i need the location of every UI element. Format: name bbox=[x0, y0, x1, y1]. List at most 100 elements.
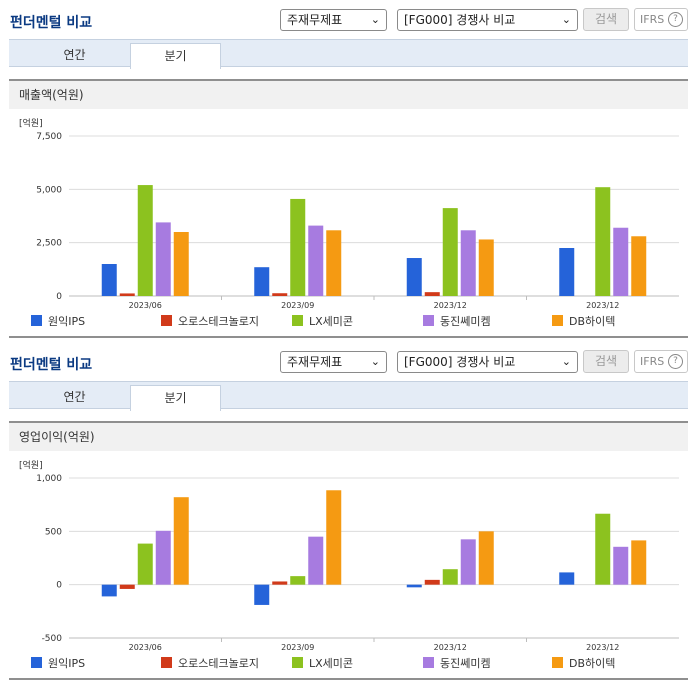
legend-swatch bbox=[423, 657, 434, 668]
ifrs-label: IFRS bbox=[640, 13, 665, 26]
bar bbox=[631, 540, 647, 585]
operating-profit-chart-svg: [억원] -500 0 500 1,000 2023/06 2023/09 2023/12 20… bbox=[19, 459, 679, 670]
revenue-chart: [억원] 0 2,500 5,000 7,500 2023/06 2023/09 2023/1… bbox=[9, 110, 688, 336]
bar bbox=[442, 208, 458, 296]
revenue-chart-svg: [억원] 0 2,500 5,000 7,500 2023/06 2023/09 2023/1… bbox=[19, 117, 679, 328]
legend-label: 동진쎄미켐 bbox=[440, 315, 491, 328]
x-tick-label: 2023/12 bbox=[586, 301, 619, 310]
bar bbox=[424, 579, 440, 585]
bar bbox=[559, 572, 575, 585]
legend-swatch bbox=[552, 315, 563, 326]
legend-swatch bbox=[423, 315, 434, 326]
legend-label: DB하이텍 bbox=[569, 656, 615, 670]
search-button[interactable]: 검색 bbox=[583, 8, 629, 31]
compare-group-select[interactable]: [FG000] 경쟁사 비교 ⌄ bbox=[397, 9, 578, 31]
bar bbox=[254, 584, 270, 605]
legend-label: 오로스테크놀로지 bbox=[178, 315, 259, 328]
legend-label: LX세미콘 bbox=[309, 657, 353, 670]
help-icon[interactable]: ? bbox=[668, 354, 683, 369]
bar bbox=[460, 539, 476, 585]
bar bbox=[290, 198, 306, 296]
help-icon[interactable]: ? bbox=[668, 12, 683, 27]
bar bbox=[272, 581, 288, 585]
legend-swatch bbox=[161, 315, 172, 326]
y-tick-label: 5,000 bbox=[36, 185, 62, 195]
bar bbox=[406, 258, 422, 296]
bar bbox=[613, 546, 629, 585]
legend-swatch bbox=[161, 657, 172, 668]
bar bbox=[308, 536, 324, 585]
section-title: 매출액(억원) bbox=[9, 79, 688, 109]
y-tick-label: 7,500 bbox=[36, 132, 62, 142]
divider bbox=[9, 336, 688, 338]
bar bbox=[406, 584, 422, 588]
bar bbox=[119, 584, 135, 589]
unit-label: [억원] bbox=[19, 117, 43, 129]
bar bbox=[254, 267, 270, 296]
chevron-down-icon: ⌄ bbox=[370, 355, 380, 368]
chevron-down-icon: ⌄ bbox=[561, 13, 571, 26]
y-tick-label: 2,500 bbox=[36, 239, 62, 249]
ifrs-label: IFRS bbox=[640, 355, 665, 368]
bar bbox=[631, 236, 647, 296]
compare-group-select[interactable]: [FG000] 경쟁사 비교 ⌄ bbox=[397, 351, 578, 373]
compare-group-value: [FG000] 경쟁사 비교 bbox=[404, 355, 516, 369]
x-tick-label: 2023/06 bbox=[129, 643, 162, 652]
statement-type-select[interactable]: 주재무제표 ⌄ bbox=[280, 9, 387, 31]
bar bbox=[137, 543, 153, 585]
period-tabs: 연간 분기 bbox=[9, 381, 688, 411]
panel-title: 펀더멘털 비교 bbox=[10, 357, 93, 373]
legend-label: 동진쎄미켐 bbox=[440, 657, 491, 670]
tab-annual[interactable]: 연간 bbox=[63, 48, 86, 62]
chevron-down-icon: ⌄ bbox=[561, 355, 571, 368]
search-button[interactable]: 검색 bbox=[583, 350, 629, 373]
bar bbox=[173, 232, 189, 296]
bar bbox=[460, 230, 476, 296]
legend-label: 오로스테크놀로지 bbox=[178, 657, 259, 670]
ifrs-button[interactable]: IFRS ? bbox=[634, 350, 688, 373]
tab-quarterly[interactable]: 분기 bbox=[130, 43, 221, 69]
x-tick-label: 2023/12 bbox=[434, 301, 467, 310]
chevron-down-icon: ⌄ bbox=[370, 13, 380, 26]
y-tick-label: 1,000 bbox=[36, 474, 62, 484]
legend-swatch bbox=[31, 315, 42, 326]
bar bbox=[595, 513, 611, 585]
divider bbox=[9, 678, 688, 680]
legend-swatch bbox=[31, 657, 42, 668]
tab-quarterly[interactable]: 분기 bbox=[130, 385, 221, 411]
x-tick-label: 2023/12 bbox=[586, 643, 619, 652]
statement-type-value: 주재무제표 bbox=[287, 355, 343, 369]
bar bbox=[137, 185, 153, 296]
statement-type-select[interactable]: 주재무제표 ⌄ bbox=[280, 351, 387, 373]
x-tick-label: 2023/12 bbox=[434, 643, 467, 652]
bar bbox=[155, 222, 171, 296]
bar bbox=[290, 576, 306, 585]
bar bbox=[613, 227, 629, 296]
bar bbox=[308, 225, 324, 296]
y-tick-label: 0 bbox=[56, 292, 62, 302]
x-tick-label: 2023/09 bbox=[281, 301, 314, 310]
bar bbox=[155, 530, 171, 585]
unit-label: [억원] bbox=[19, 459, 43, 471]
bar bbox=[173, 497, 189, 585]
legend-label: DB하이텍 bbox=[569, 314, 615, 328]
y-tick-label: 500 bbox=[45, 527, 62, 537]
legend-swatch bbox=[292, 315, 303, 326]
legend-label: 원익IPS bbox=[48, 315, 85, 328]
period-tabs: 연간 분기 bbox=[9, 39, 688, 69]
bar bbox=[442, 569, 458, 585]
bar bbox=[326, 490, 342, 585]
x-tick-label: 2023/06 bbox=[129, 301, 162, 310]
bar bbox=[326, 230, 342, 296]
y-tick-label: -500 bbox=[42, 634, 63, 644]
bar bbox=[101, 584, 117, 597]
legend-label: 원익IPS bbox=[48, 657, 85, 670]
bar bbox=[272, 293, 288, 296]
panel-title: 펀더멘털 비교 bbox=[10, 15, 93, 31]
ifrs-button[interactable]: IFRS ? bbox=[634, 8, 688, 31]
operating-profit-chart: [억원] -500 0 500 1,000 2023/06 2023/09 2023/12 20… bbox=[9, 452, 688, 678]
bar bbox=[119, 293, 135, 296]
tab-annual[interactable]: 연간 bbox=[63, 390, 86, 404]
compare-group-value: [FG000] 경쟁사 비교 bbox=[404, 13, 516, 27]
y-tick-label: 0 bbox=[56, 581, 62, 591]
